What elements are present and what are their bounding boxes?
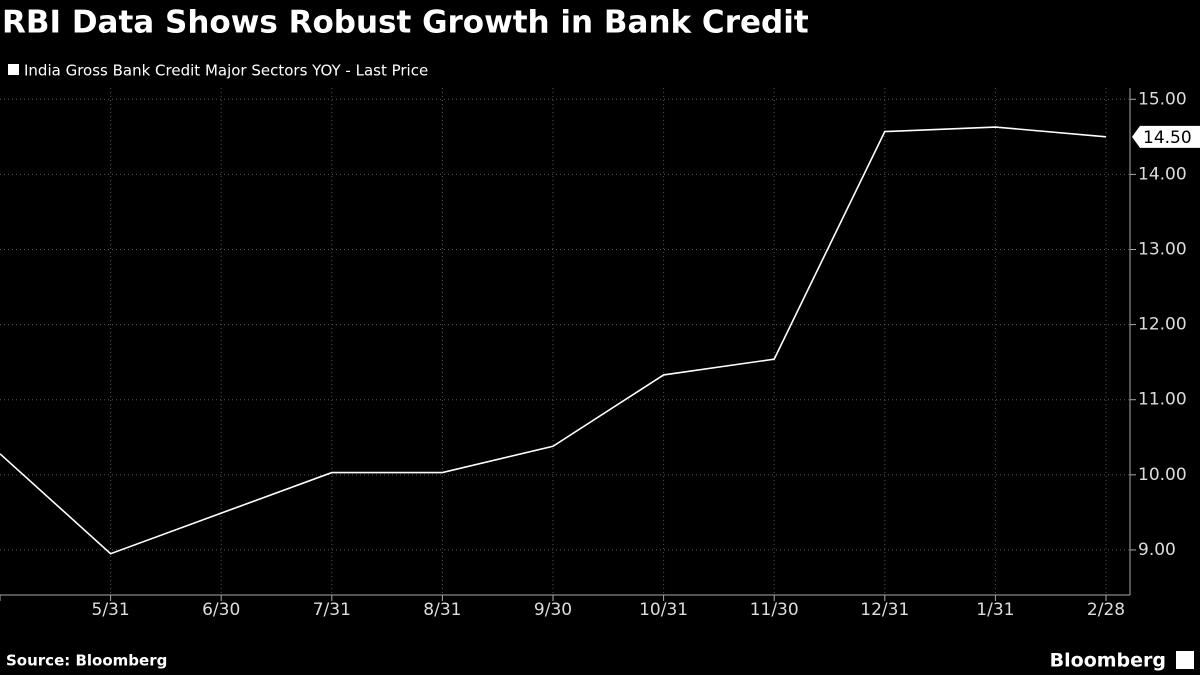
x-tick-label: 9/30 (534, 600, 572, 620)
line (0, 126, 1107, 555)
source: Source: Bloomberg (6, 652, 167, 670)
x-tick-label: 7/31 (313, 600, 351, 620)
x-tick-label: 10/31 (639, 600, 688, 620)
y-tick-label: 11.00 (1138, 390, 1187, 410)
x-tick-label: 8/31 (423, 600, 461, 620)
last-price-label: 14.50 (1143, 128, 1192, 148)
legend-label: India Gross Bank Credit Major Sectors YO… (24, 62, 428, 80)
chart-title: RBI Data Shows Robust Growth in Bank Cre… (2, 5, 809, 41)
brand: Bloomberg (1050, 650, 1166, 672)
legend-swatch (8, 64, 19, 75)
last-price-tag (1132, 125, 1200, 148)
y-tick-label: 9.00 (1138, 540, 1176, 560)
x-tick-label: 2/28 (1087, 600, 1125, 620)
brand-icon (1176, 651, 1194, 669)
x-tick-label: 6/30 (202, 600, 240, 620)
y-tick-label: 13.00 (1138, 239, 1187, 259)
y-tick-label: 10.00 (1138, 465, 1187, 485)
x-tick-label: 11/30 (750, 600, 799, 620)
y-tick-label: 12.00 (1138, 315, 1187, 335)
y-tick-label: 15.00 (1138, 89, 1187, 109)
x-tick-label: 12/31 (860, 600, 909, 620)
y-tick-label: 14.00 (1138, 164, 1187, 184)
x-tick-label: 5/31 (92, 600, 130, 620)
x-tick-label: 1/31 (976, 600, 1014, 620)
